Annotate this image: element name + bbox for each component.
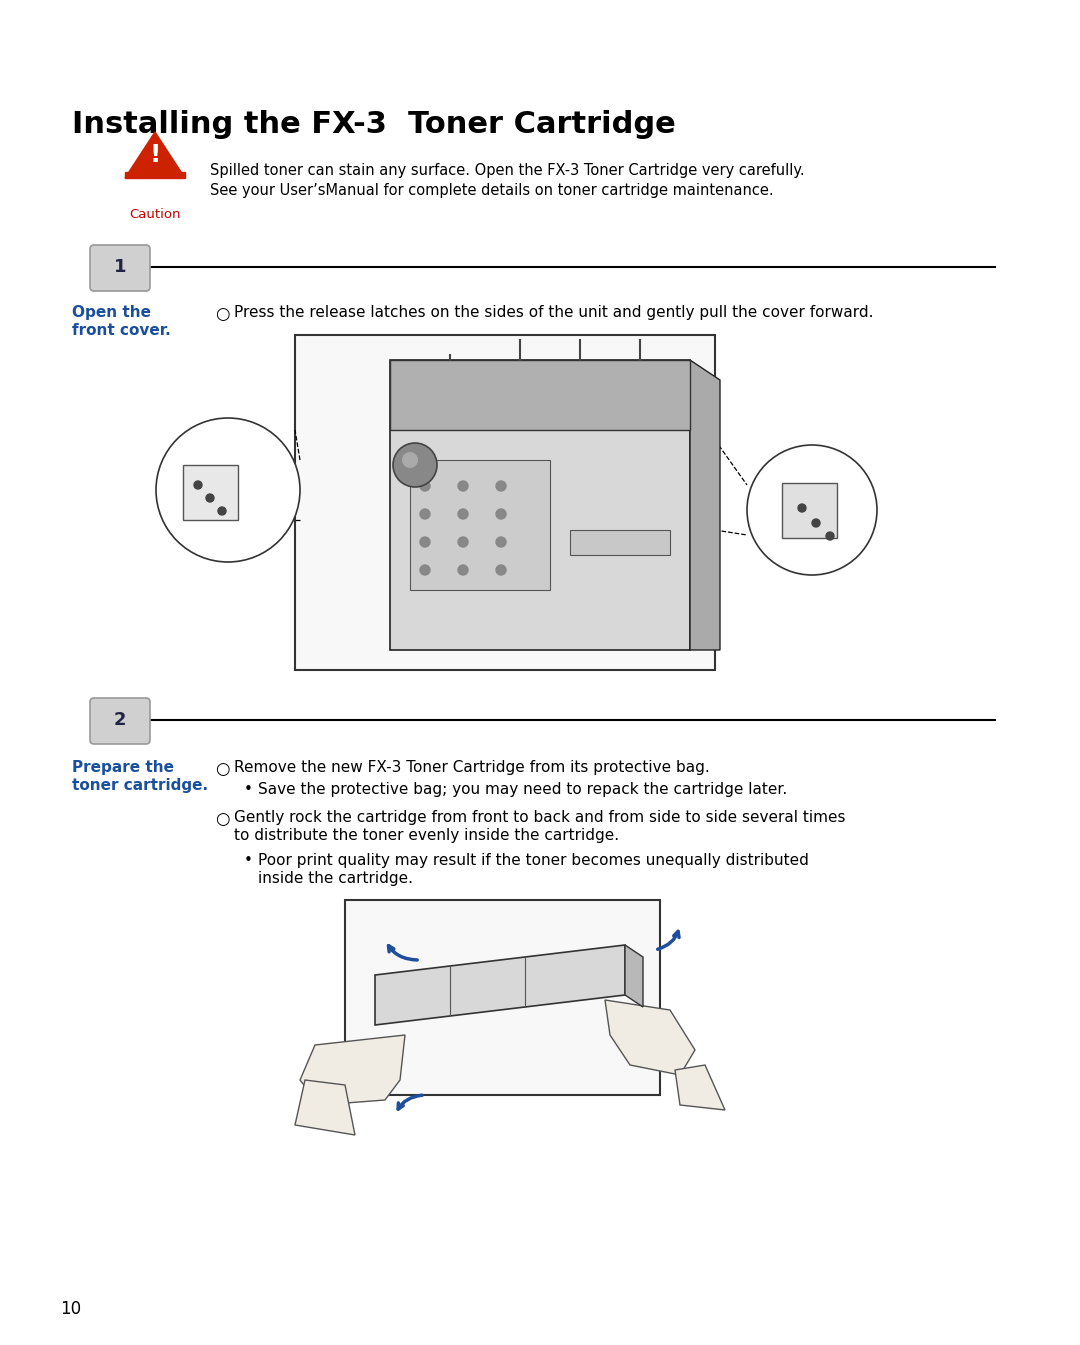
Circle shape bbox=[826, 533, 834, 539]
Circle shape bbox=[156, 418, 300, 562]
Text: •: • bbox=[244, 781, 253, 798]
Polygon shape bbox=[605, 999, 696, 1075]
Polygon shape bbox=[390, 360, 690, 650]
Circle shape bbox=[496, 565, 507, 576]
Polygon shape bbox=[300, 1036, 405, 1106]
Text: toner cartridge.: toner cartridge. bbox=[72, 777, 208, 794]
Bar bbox=[295, 335, 715, 670]
Text: Prepare the: Prepare the bbox=[72, 760, 174, 775]
Text: Gently rock the cartridge from front to back and from side to side several times: Gently rock the cartridge from front to … bbox=[234, 810, 846, 824]
Text: 2: 2 bbox=[113, 712, 126, 729]
Text: Press the release latches on the sides of the unit and gently pull the cover for: Press the release latches on the sides o… bbox=[234, 305, 874, 320]
Bar bbox=[782, 483, 837, 538]
Polygon shape bbox=[295, 1080, 355, 1135]
Circle shape bbox=[420, 565, 430, 576]
Text: Save the protective bag; you may need to repack the cartridge later.: Save the protective bag; you may need to… bbox=[258, 781, 787, 798]
Text: 1: 1 bbox=[113, 258, 126, 276]
Text: Poor print quality may result if the toner becomes unequally distributed: Poor print quality may result if the ton… bbox=[258, 853, 809, 868]
Circle shape bbox=[194, 482, 202, 490]
Circle shape bbox=[458, 565, 468, 576]
Polygon shape bbox=[675, 1065, 725, 1110]
Text: Open the: Open the bbox=[72, 305, 151, 320]
Circle shape bbox=[420, 537, 430, 547]
Circle shape bbox=[747, 445, 877, 576]
Bar bbox=[570, 530, 670, 555]
Text: ○: ○ bbox=[215, 305, 229, 323]
Circle shape bbox=[393, 443, 437, 487]
Text: ○: ○ bbox=[215, 810, 229, 829]
Circle shape bbox=[458, 508, 468, 519]
Polygon shape bbox=[625, 946, 643, 1007]
Circle shape bbox=[458, 537, 468, 547]
Text: •: • bbox=[244, 853, 253, 868]
Circle shape bbox=[496, 482, 507, 491]
FancyBboxPatch shape bbox=[90, 245, 150, 291]
Circle shape bbox=[496, 537, 507, 547]
Text: front cover.: front cover. bbox=[72, 323, 171, 338]
Polygon shape bbox=[125, 132, 185, 178]
Bar bbox=[410, 460, 550, 590]
Circle shape bbox=[420, 508, 430, 519]
Text: Caution: Caution bbox=[130, 208, 180, 221]
Bar bbox=[183, 465, 238, 521]
Polygon shape bbox=[390, 360, 690, 430]
Polygon shape bbox=[125, 172, 185, 178]
Text: 10: 10 bbox=[60, 1301, 81, 1318]
Text: Spilled toner can stain any surface. Open the FX-3 Toner Cartridge very carefull: Spilled toner can stain any surface. Ope… bbox=[210, 163, 805, 178]
Circle shape bbox=[812, 519, 820, 527]
Circle shape bbox=[458, 482, 468, 491]
Bar bbox=[345, 900, 660, 1095]
FancyBboxPatch shape bbox=[90, 698, 150, 744]
Text: See your User’sManual for complete details on toner cartridge maintenance.: See your User’sManual for complete detai… bbox=[210, 183, 773, 198]
Circle shape bbox=[496, 508, 507, 519]
Text: !: ! bbox=[149, 143, 161, 167]
Polygon shape bbox=[690, 360, 720, 650]
Circle shape bbox=[218, 507, 226, 515]
Circle shape bbox=[206, 494, 214, 502]
Text: inside the cartridge.: inside the cartridge. bbox=[258, 872, 413, 886]
Circle shape bbox=[798, 504, 806, 512]
Polygon shape bbox=[375, 946, 625, 1025]
Text: ○: ○ bbox=[215, 760, 229, 777]
Circle shape bbox=[402, 452, 418, 468]
Circle shape bbox=[420, 482, 430, 491]
Text: Remove the new FX-3 Toner Cartridge from its protective bag.: Remove the new FX-3 Toner Cartridge from… bbox=[234, 760, 710, 775]
Text: Installing the FX-3  Toner Cartridge: Installing the FX-3 Toner Cartridge bbox=[72, 110, 676, 139]
Text: to distribute the toner evenly inside the cartridge.: to distribute the toner evenly inside th… bbox=[234, 829, 619, 843]
